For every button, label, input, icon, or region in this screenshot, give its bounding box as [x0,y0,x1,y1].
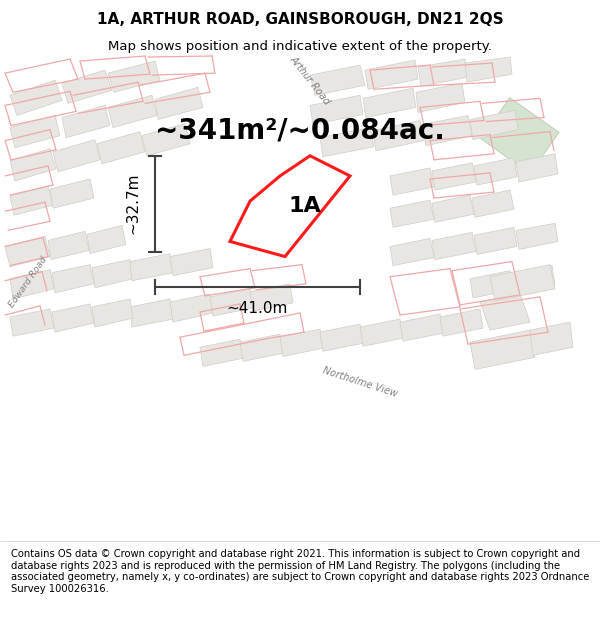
Polygon shape [92,259,133,288]
Polygon shape [390,238,434,266]
Text: Map shows position and indicative extent of the property.: Map shows position and indicative extent… [108,39,492,52]
Polygon shape [320,127,374,157]
Polygon shape [130,254,173,281]
Polygon shape [170,249,213,276]
Polygon shape [10,186,53,215]
Polygon shape [432,163,476,190]
Polygon shape [142,124,190,156]
Polygon shape [400,314,443,341]
Polygon shape [87,226,126,254]
Text: 1A: 1A [289,196,322,216]
Polygon shape [52,304,94,332]
Polygon shape [516,154,558,182]
Polygon shape [97,132,145,164]
Polygon shape [470,330,535,369]
Polygon shape [422,116,472,146]
Polygon shape [50,179,94,208]
Polygon shape [240,334,283,361]
Text: ~341m²/~0.084ac.: ~341m²/~0.084ac. [155,117,445,144]
Text: Arthur Road: Arthur Road [288,54,332,106]
Polygon shape [432,232,476,259]
Polygon shape [10,149,56,181]
Polygon shape [516,223,558,249]
Polygon shape [472,190,514,218]
Polygon shape [474,228,517,254]
Polygon shape [365,60,418,89]
Polygon shape [10,309,54,336]
Polygon shape [440,309,483,336]
Polygon shape [200,339,243,366]
Polygon shape [481,98,559,174]
Polygon shape [474,158,517,185]
Polygon shape [155,88,203,119]
Polygon shape [530,322,573,356]
Polygon shape [320,324,363,351]
Polygon shape [108,61,160,92]
Text: Edward Road: Edward Road [7,255,49,309]
Polygon shape [470,271,514,298]
Polygon shape [416,83,465,112]
Polygon shape [480,294,530,330]
Polygon shape [48,231,89,259]
Polygon shape [53,139,100,172]
Polygon shape [250,284,293,311]
Polygon shape [62,106,110,138]
Polygon shape [418,59,468,86]
Polygon shape [363,88,416,118]
Text: Northolme View: Northolme View [322,366,398,399]
Polygon shape [10,80,62,116]
Polygon shape [230,156,350,256]
Polygon shape [62,70,112,103]
Polygon shape [512,266,555,293]
Polygon shape [470,111,518,139]
Text: 1A, ARTHUR ROAD, GAINSBOROUGH, DN21 2QS: 1A, ARTHUR ROAD, GAINSBOROUGH, DN21 2QS [97,12,503,27]
Polygon shape [92,299,133,327]
Polygon shape [5,236,50,267]
Polygon shape [52,264,94,293]
Polygon shape [10,116,60,148]
Polygon shape [210,289,253,316]
Polygon shape [360,319,403,346]
Text: ~32.7m: ~32.7m [125,173,140,234]
Polygon shape [390,200,434,228]
Polygon shape [373,121,424,151]
Polygon shape [280,329,323,356]
Polygon shape [432,195,474,222]
Polygon shape [310,65,365,95]
Text: ~41.0m: ~41.0m [227,301,288,316]
Polygon shape [170,294,213,322]
Polygon shape [490,264,555,301]
Polygon shape [108,95,157,128]
Text: Contains OS data © Crown copyright and database right 2021. This information is : Contains OS data © Crown copyright and d… [11,549,589,594]
Polygon shape [310,95,363,124]
Polygon shape [130,299,173,327]
Polygon shape [465,57,512,82]
Polygon shape [10,269,54,299]
Polygon shape [390,168,434,195]
